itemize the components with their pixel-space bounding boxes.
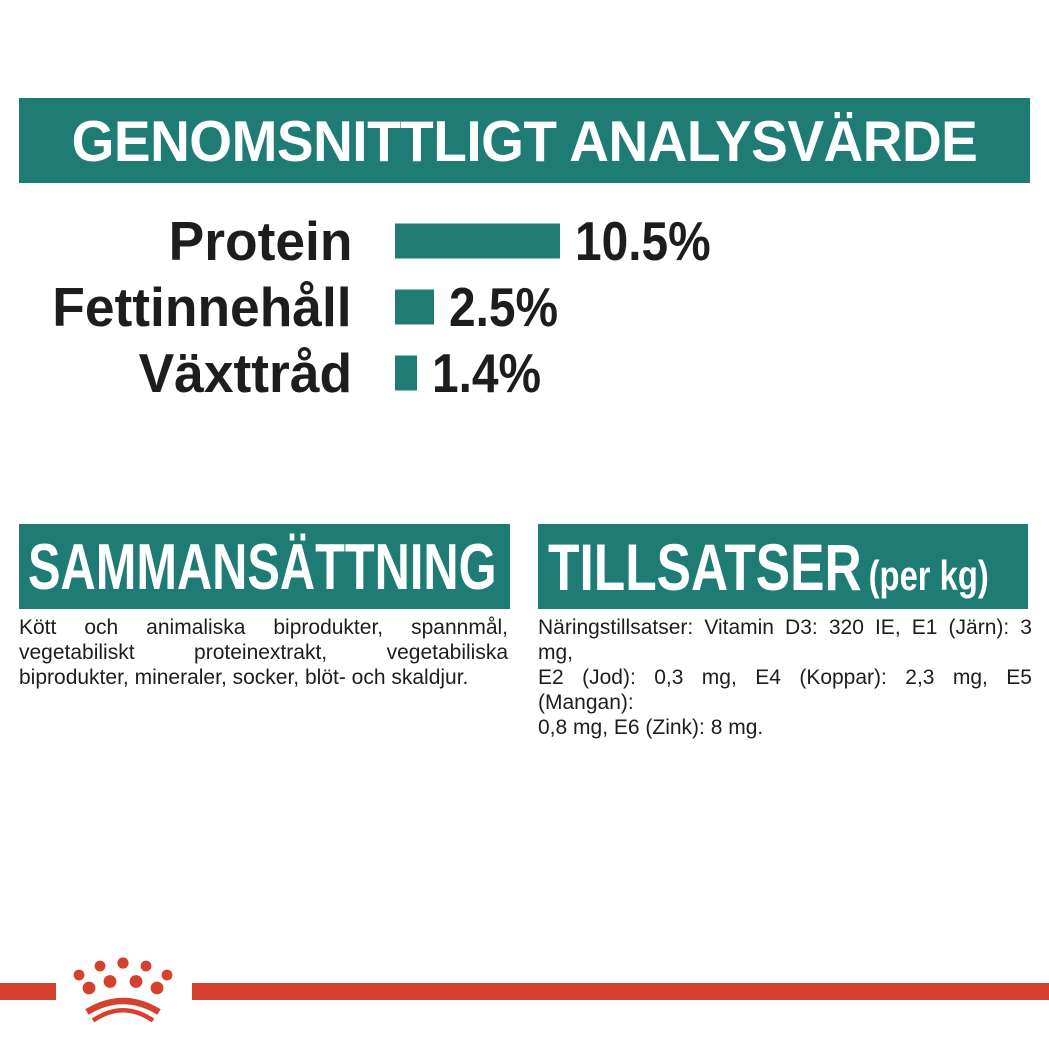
composition-banner: SAMMANSÄTTNING <box>19 524 510 609</box>
composition-text: Kött och animaliska biprodukter, spannmå… <box>19 615 508 690</box>
royal-canin-crown-logo <box>73 957 173 1023</box>
chart-row-label: Växttråd <box>138 342 352 404</box>
chart-bar <box>395 223 560 259</box>
text-line: biprodukter, mineraler, socker, blöt- oc… <box>19 666 469 689</box>
chart-row-label: Protein <box>168 210 352 272</box>
text-line: 0,8 mg, E6 (Zink): 8 mg. <box>538 716 764 739</box>
chart-bar-value: 10.5% <box>575 210 711 272</box>
analysis-banner: GENOMSNITTLIGT ANALYSVÄRDE <box>19 98 1030 183</box>
additives-text: Näringstillsatser: Vitamin D3: 320 IE, E… <box>538 615 1032 740</box>
chart-bar-value: 2.5% <box>449 276 559 338</box>
footer-brand-band <box>0 983 1049 1000</box>
chart-row-label: Fettinnehåll <box>52 276 352 338</box>
additives-title-unit: (per kg) <box>868 551 989 599</box>
text-line: Kött och animaliska biprodukter, spannmå… <box>19 616 508 639</box>
text-line: vegetabiliskt proteinextrakt, vegetabili… <box>19 641 508 664</box>
composition-title: SAMMANSÄTTNING <box>28 530 497 603</box>
additives-title-group: TILLSATSER (per kg) <box>548 529 989 605</box>
chart-row: Fettinnehåll 2.5% <box>0 274 1049 340</box>
chart-bar <box>395 289 434 325</box>
additives-title: TILLSATSER <box>548 529 862 604</box>
chart-row: Protein 10.5% <box>0 208 1049 274</box>
text-line: E2 (Jod): 0,3 mg, E4 (Koppar): 2,3 mg, E… <box>538 666 1032 714</box>
additives-banner: TILLSATSER (per kg) <box>538 524 1028 609</box>
chart-bar <box>395 355 417 391</box>
chart-row: Växttråd 1.4% <box>0 340 1049 406</box>
analysis-chart: Protein 10.5% Fettinnehåll 2.5% Växttråd 1.4% <box>0 208 1049 406</box>
text-line: Näringstillsatser: Vitamin D3: 320 IE, E… <box>538 616 1032 664</box>
analysis-title: GENOMSNITTLIGT ANALYSVÄRDE <box>71 108 978 173</box>
chart-bar-value: 1.4% <box>432 342 542 404</box>
